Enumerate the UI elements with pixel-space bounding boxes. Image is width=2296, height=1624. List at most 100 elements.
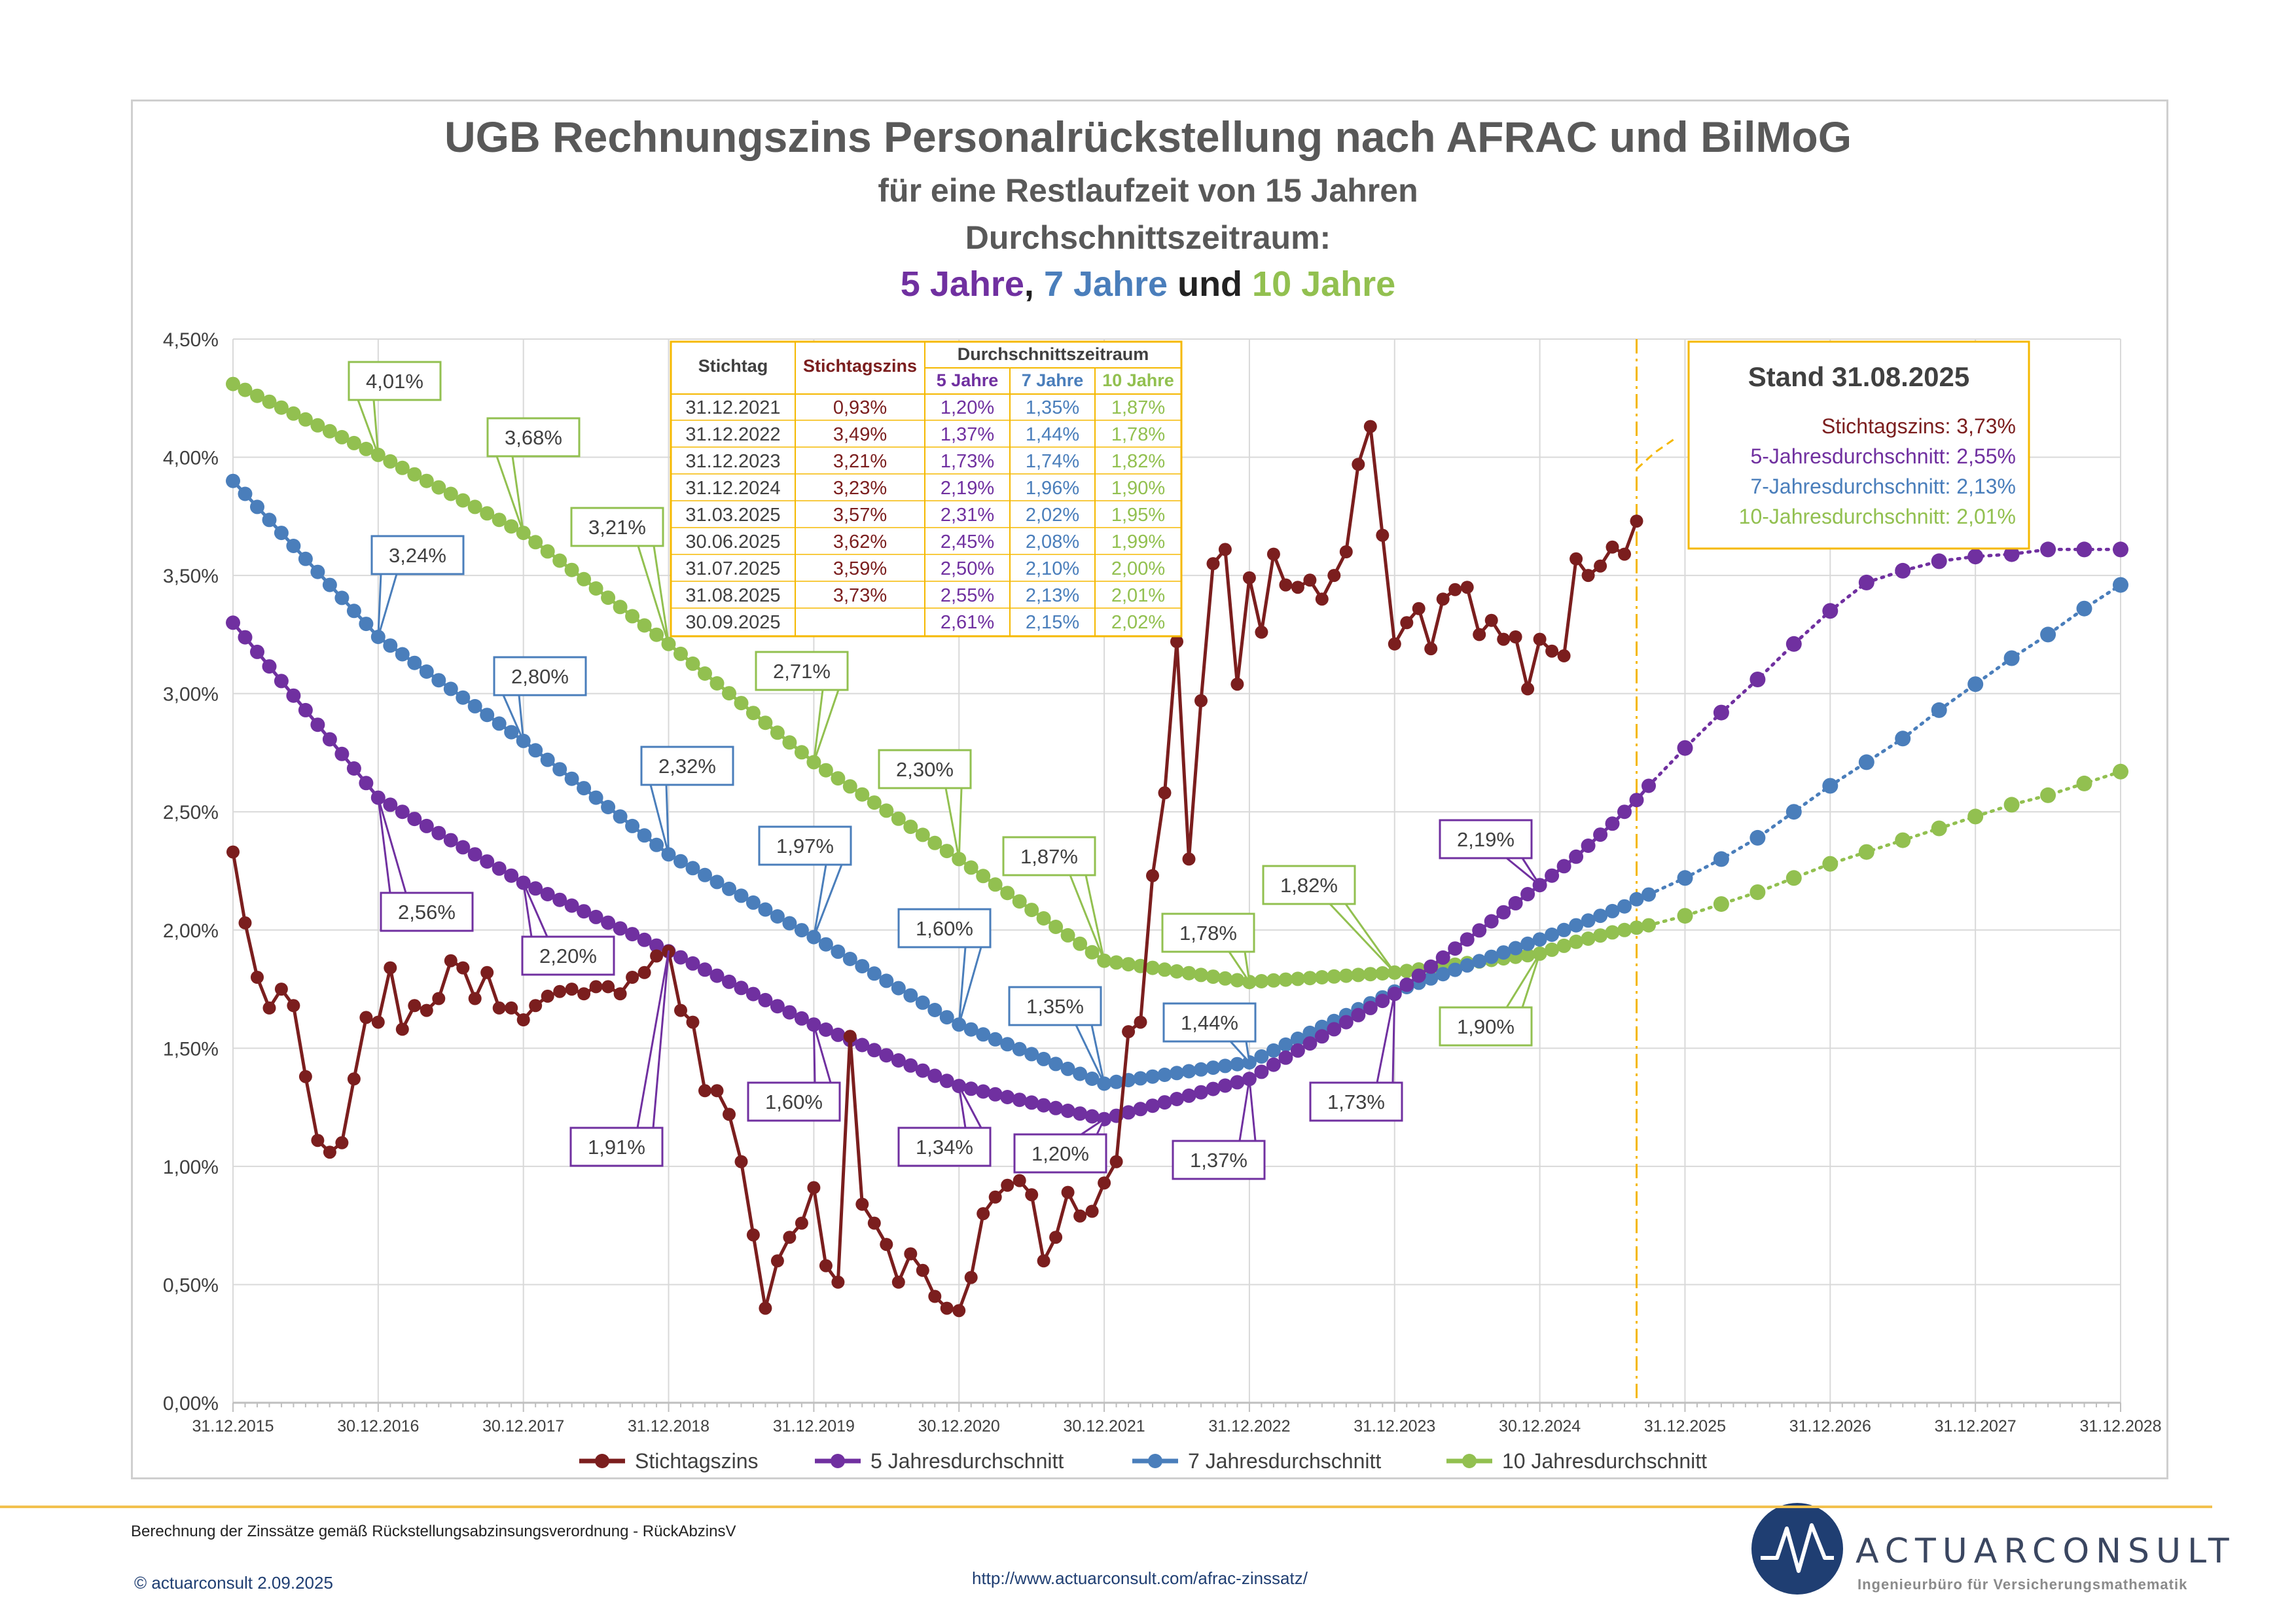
forecast-point-avg5 [1822, 603, 1839, 619]
table-row: 31.12.2021 0,93% 1,20% 1,35% 1,87% [685, 397, 1165, 418]
data-point-avg7 [1024, 1047, 1039, 1062]
data-point-avg5 [359, 776, 374, 791]
x-tick-label: 30.12.2021 [1064, 1417, 1145, 1435]
callout-box [1172, 1140, 1266, 1180]
data-point-avg7 [758, 902, 773, 917]
callout-box [493, 656, 587, 696]
data-point-avg5 [1460, 932, 1475, 947]
x-tick-label: 31.12.2028 [2079, 1417, 2161, 1435]
table-cell: 2,55% [941, 585, 994, 606]
callout-avg10: 1,82% [1262, 865, 1396, 974]
legend-item-avg10[interactable]: 10 Jahresdurchschnitt [1446, 1449, 1707, 1473]
data-point-stichtag [516, 1013, 530, 1026]
data-point-stichtag [553, 984, 567, 998]
data-point-avg10 [867, 795, 882, 810]
data-point-avg5 [758, 992, 773, 1007]
callout-box [1008, 986, 1102, 1026]
data-point-avg10 [770, 725, 785, 740]
data-point-avg10 [1145, 960, 1160, 975]
data-point-stichtag [1400, 616, 1414, 630]
data-point-avg10 [1351, 967, 1366, 983]
data-point-stichtag [1061, 1185, 1075, 1199]
data-point-avg5 [492, 861, 507, 876]
data-point-avg10 [395, 460, 410, 475]
data-point-avg5 [238, 630, 253, 645]
callout-avg5: 2,19% [1439, 819, 1541, 886]
data-point-avg5 [334, 746, 350, 761]
data-point-avg5 [419, 818, 434, 833]
table-cell: 2,45% [941, 532, 994, 552]
callout-avg7: 1,60% [897, 908, 992, 1026]
data-point-avg5 [1496, 905, 1511, 920]
footer-url-link[interactable]: http://www.actuarconsult.com/afrac-zinss… [972, 1568, 1308, 1588]
data-point-stichtag [734, 1155, 748, 1168]
legend-item-avg5[interactable]: 5 Jahresdurchschnitt [815, 1449, 1064, 1473]
callout-pointer [812, 863, 843, 939]
x-tick-label: 31.12.2018 [628, 1417, 709, 1435]
legend-item-avg7[interactable]: 7 Jahresdurchschnitt [1132, 1449, 1381, 1473]
data-point-avg7 [891, 981, 906, 996]
data-point-avg10 [1605, 925, 1620, 940]
data-point-avg7 [831, 944, 846, 959]
data-point-stichtag [855, 1197, 869, 1211]
data-point-avg7 [1569, 918, 1584, 933]
data-point-avg10 [564, 562, 579, 577]
data-point-avg10 [879, 803, 894, 818]
chart-subtitle: für eine Restlaufzeit von 15 Jahren [878, 172, 1418, 209]
data-point-avg7 [1181, 1064, 1196, 1079]
data-point-avg5 [262, 659, 277, 674]
data-point-stichtag [1158, 786, 1172, 800]
data-point-avg5 [528, 881, 543, 896]
series-avg5 [226, 541, 2128, 1127]
data-point-avg5 [1049, 1100, 1064, 1115]
data-point-stichtag [988, 1190, 1002, 1204]
callout-box [1162, 1002, 1257, 1043]
data-point-avg5 [346, 761, 361, 776]
callout-label: 2,80% [511, 665, 569, 688]
data-point-avg7 [1290, 1031, 1305, 1046]
legend-item-stichtag[interactable]: Stichtagszins [579, 1449, 759, 1473]
data-point-avg7 [528, 743, 543, 758]
callout-label: 2,19% [1457, 828, 1515, 851]
data-point-avg7 [1424, 971, 1439, 986]
stand-box-line-2: 5-Jahresdurchschnitt: 2,55% [1750, 444, 2016, 468]
callout-pointer [812, 689, 840, 763]
stand-pointer [1636, 437, 1676, 470]
data-point-avg7 [577, 781, 592, 796]
table-header-stichtag: Stichtag [698, 356, 768, 376]
table-cell: 1,99% [1111, 532, 1165, 552]
callout-box [1161, 912, 1255, 953]
data-point-avg10 [1278, 972, 1293, 987]
legend-label-avg7: 7 Jahresdurchschnitt [1188, 1449, 1381, 1473]
forecast-point-avg7 [1967, 676, 1984, 693]
data-point-avg7 [480, 708, 495, 723]
callout-avg7: 1,97% [758, 825, 852, 939]
forecast-point-avg5 [1785, 636, 1802, 652]
table-cell: 1,95% [1111, 505, 1165, 526]
data-point-avg7 [855, 959, 870, 974]
data-point-avg10 [685, 656, 700, 671]
data-point-stichtag [1049, 1231, 1063, 1244]
table-cell: 1,74% [1026, 451, 1079, 472]
callout-box [1262, 865, 1356, 905]
data-point-avg7 [963, 1022, 978, 1037]
data-point-avg7 [552, 762, 567, 777]
data-point-stichtag [347, 1072, 361, 1086]
data-point-stichtag [1303, 573, 1317, 587]
callout-label: 1,60% [765, 1091, 823, 1113]
data-point-avg10 [1569, 934, 1584, 949]
data-point-stichtag [1073, 1209, 1087, 1223]
forecast-point-avg10 [1677, 908, 1693, 924]
data-point-avg7 [262, 513, 277, 528]
forecast-point-avg7 [1785, 804, 1802, 820]
data-point-stichtag [819, 1259, 833, 1272]
data-point-stichtag [1424, 642, 1438, 656]
data-point-avg5 [1472, 923, 1487, 938]
data-point-avg7 [322, 577, 337, 592]
data-point-avg10 [1545, 942, 1560, 957]
data-point-stichtag [323, 1146, 336, 1159]
callout-avg5: 2,20% [521, 882, 615, 976]
data-point-avg10 [1556, 938, 1571, 953]
table-cell: 2,61% [941, 612, 994, 633]
data-point-stichtag [1557, 649, 1571, 662]
